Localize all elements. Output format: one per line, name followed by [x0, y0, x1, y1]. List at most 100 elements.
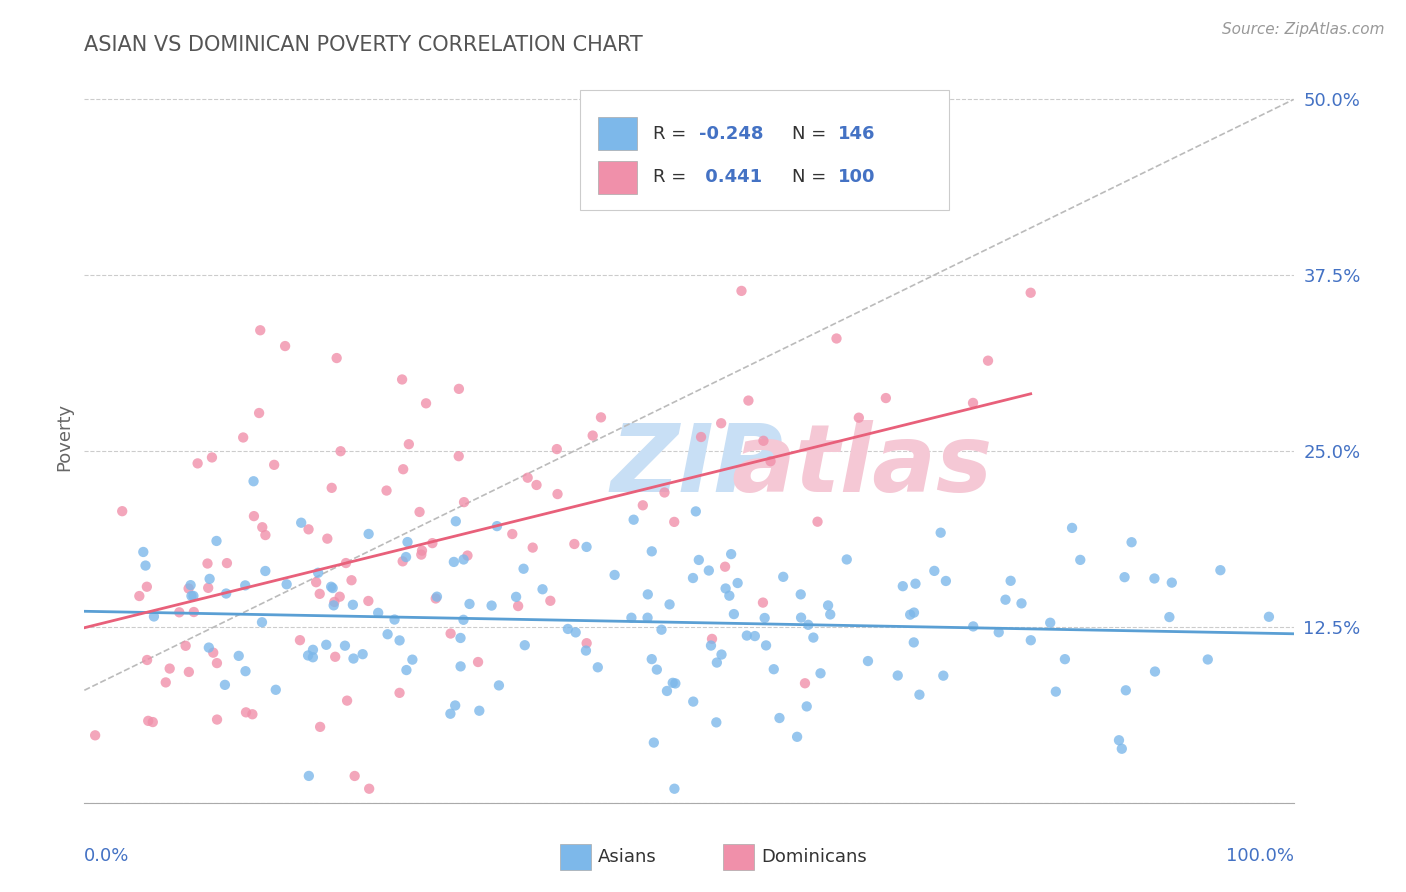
Point [321, 481, 343, 495]
Point [325, 351, 347, 365]
Point [305, 575, 328, 590]
Point [468, 704, 491, 718]
Point [718, 589, 741, 603]
Point [685, 504, 707, 518]
Point [744, 629, 766, 643]
Point [682, 571, 704, 585]
Point [1209, 563, 1232, 577]
Point [929, 525, 952, 540]
Point [582, 428, 605, 442]
Point [340, 573, 363, 587]
Point [177, 665, 200, 679]
Point [357, 594, 380, 608]
Point [759, 454, 782, 468]
Point [700, 632, 723, 646]
Text: ASIAN VS DOMINICAN POVERTY CORRELATION CHART: ASIAN VS DOMINICAN POVERTY CORRELATION C… [84, 35, 643, 54]
Point [575, 540, 598, 554]
Point [575, 643, 598, 657]
Point [962, 619, 984, 633]
Point [111, 504, 134, 518]
Text: -0.248: -0.248 [699, 125, 763, 143]
Point [249, 323, 271, 337]
Text: Source: ZipAtlas.com: Source: ZipAtlas.com [1222, 22, 1385, 37]
Point [343, 769, 366, 783]
Point [730, 284, 752, 298]
Point [522, 541, 544, 555]
Point [342, 598, 364, 612]
Point [250, 615, 273, 630]
Point [444, 698, 467, 713]
Point [1045, 684, 1067, 698]
Point [688, 553, 710, 567]
Point [254, 564, 277, 578]
Point [1258, 609, 1281, 624]
Point [735, 629, 758, 643]
Point [242, 707, 264, 722]
Point [329, 590, 352, 604]
Point [297, 522, 319, 536]
Point [232, 430, 254, 444]
Point [690, 430, 713, 444]
Point [935, 574, 957, 588]
Point [254, 528, 277, 542]
Point [1011, 596, 1033, 610]
Point [797, 617, 820, 632]
Point [322, 581, 344, 595]
Point [450, 631, 472, 645]
FancyBboxPatch shape [581, 90, 949, 211]
Point [456, 549, 478, 563]
Point [664, 676, 686, 690]
Point [132, 545, 155, 559]
Point [391, 372, 413, 386]
Text: 100: 100 [838, 169, 875, 186]
Point [197, 581, 219, 595]
Point [352, 647, 374, 661]
Point [395, 549, 418, 564]
Point [228, 648, 250, 663]
Point [664, 515, 686, 529]
Point [322, 599, 344, 613]
Point [243, 509, 266, 524]
Point [790, 610, 813, 624]
Point [903, 606, 925, 620]
Point [136, 653, 159, 667]
Point [425, 591, 447, 606]
Point [453, 613, 475, 627]
Point [177, 582, 200, 596]
Point [384, 613, 406, 627]
Point [904, 576, 927, 591]
Point [786, 730, 808, 744]
Point [202, 646, 225, 660]
Text: atlas: atlas [731, 420, 993, 512]
Point [706, 656, 728, 670]
Point [84, 728, 107, 742]
Point [924, 564, 946, 578]
Point [215, 586, 238, 600]
Point [128, 589, 150, 603]
Point [392, 462, 415, 476]
Point [977, 353, 1000, 368]
Point [643, 735, 665, 749]
Point [396, 535, 419, 549]
Point [723, 607, 745, 621]
Point [481, 599, 503, 613]
Point [720, 547, 742, 561]
Point [205, 713, 228, 727]
Point [531, 582, 554, 597]
Point [398, 437, 420, 451]
Point [377, 627, 399, 641]
Point [575, 636, 598, 650]
Point [513, 638, 536, 652]
Point [501, 527, 523, 541]
Point [637, 587, 659, 601]
Point [1053, 652, 1076, 666]
Text: ZIP: ZIP [610, 420, 783, 512]
Point [817, 599, 839, 613]
Point [298, 769, 321, 783]
Point [645, 663, 668, 677]
Point [276, 577, 298, 591]
FancyBboxPatch shape [723, 844, 754, 870]
Point [159, 662, 181, 676]
Point [302, 642, 325, 657]
Point [516, 471, 538, 485]
